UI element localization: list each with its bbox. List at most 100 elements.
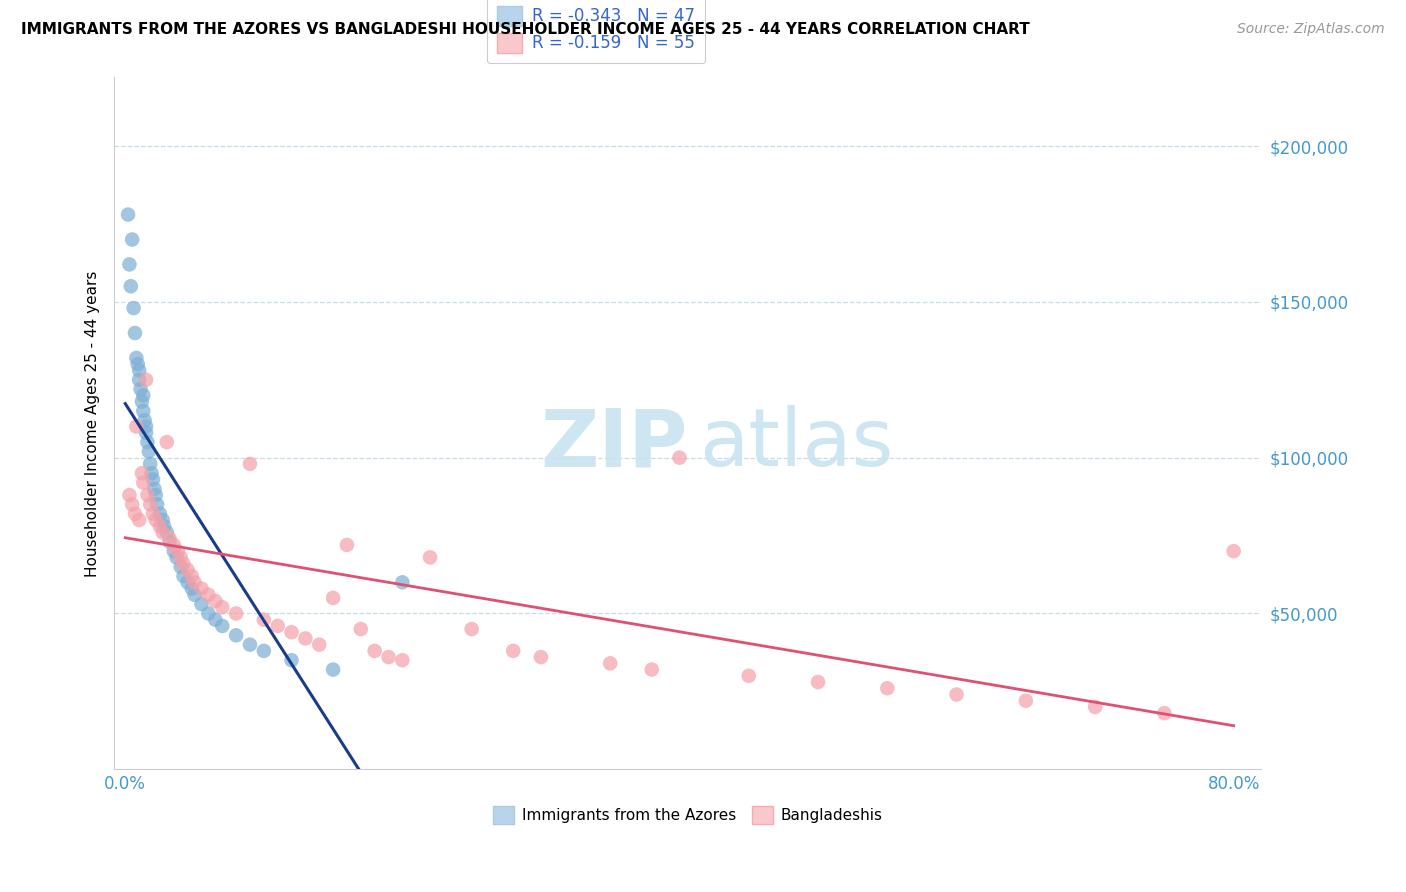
Point [530,650,553,665]
Point [132,388,155,402]
Point [172,569,194,583]
Point [668,450,690,465]
Point [139,457,162,471]
Text: Source: ZipAtlas.com: Source: ZipAtlas.com [1237,22,1385,37]
Point [225,628,247,642]
Point [121,497,143,511]
Point [149,507,172,521]
Point [1084,700,1107,714]
Point [225,607,247,621]
Point [121,232,143,246]
Point [124,507,146,521]
Point [176,575,198,590]
Point [641,663,664,677]
Point [131,467,153,481]
Point [124,326,146,340]
Point [211,600,233,615]
Point [136,435,159,450]
Point [127,357,149,371]
Point [132,404,155,418]
Point [142,507,165,521]
Point [125,419,148,434]
Point [183,588,205,602]
Point [176,563,198,577]
Point [876,681,898,696]
Point [239,638,262,652]
Point [322,663,344,677]
Point [280,625,302,640]
Point [142,473,165,487]
Point [1015,694,1038,708]
Point [152,513,174,527]
Point [118,257,141,271]
Point [159,534,181,549]
Point [156,435,179,450]
Point [122,301,145,315]
Point [377,650,399,665]
Point [197,588,219,602]
Point [118,488,141,502]
Point [156,525,179,540]
Point [211,619,233,633]
Text: atlas: atlas [699,405,894,483]
Point [152,525,174,540]
Point [167,544,190,558]
Point [190,597,212,611]
Point [253,644,276,658]
Point [180,582,202,596]
Point [159,532,181,546]
Point [197,607,219,621]
Point [128,363,150,377]
Point [141,467,163,481]
Point [239,457,262,471]
Point [350,622,373,636]
Point [129,382,152,396]
Point [145,488,167,502]
Point [945,688,967,702]
Point [204,613,226,627]
Point [391,653,413,667]
Point [322,591,344,605]
Point [308,638,330,652]
Point [136,488,159,502]
Point [120,279,142,293]
Point [135,373,157,387]
Point [138,444,160,458]
Point [153,519,176,533]
Point [163,544,186,558]
Point [146,497,169,511]
Point [336,538,359,552]
Point [363,644,385,658]
Point [166,550,188,565]
Point [738,669,761,683]
Point [391,575,413,590]
Point [135,425,157,440]
Text: ZIP: ZIP [540,405,688,483]
Legend: Immigrants from the Azores, Bangladeshis: Immigrants from the Azores, Bangladeshis [494,806,883,824]
Point [460,622,482,636]
Point [131,394,153,409]
Point [163,538,186,552]
Point [1222,544,1244,558]
Point [128,373,150,387]
Point [149,519,172,533]
Point [135,419,157,434]
Point [125,351,148,365]
Point [253,613,276,627]
Point [419,550,441,565]
Point [145,513,167,527]
Point [183,575,205,590]
Point [117,208,139,222]
Point [128,513,150,527]
Point [143,482,166,496]
Point [204,594,226,608]
Point [599,657,621,671]
Point [280,653,302,667]
Text: IMMIGRANTS FROM THE AZORES VS BANGLADESHI HOUSEHOLDER INCOME AGES 25 - 44 YEARS : IMMIGRANTS FROM THE AZORES VS BANGLADESH… [21,22,1029,37]
Point [172,557,194,571]
Point [139,497,162,511]
Point [170,550,193,565]
Point [807,675,830,690]
Point [180,569,202,583]
Point [134,413,156,427]
